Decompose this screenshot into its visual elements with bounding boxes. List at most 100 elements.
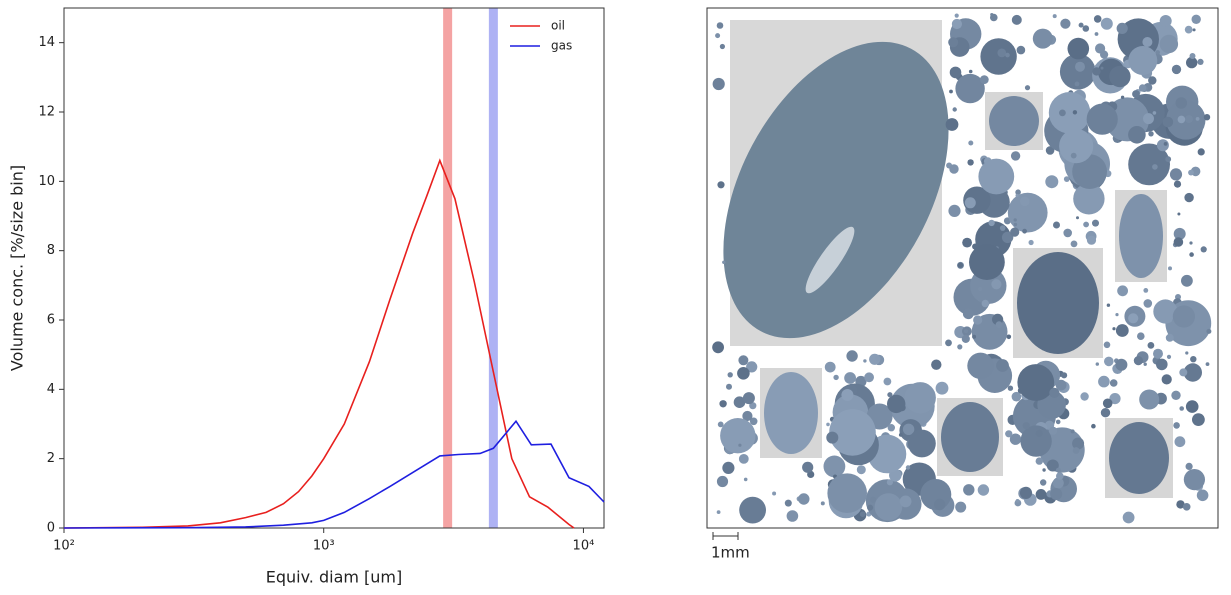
particle: [945, 118, 959, 131]
particle: [1028, 239, 1034, 246]
particle: [1075, 61, 1085, 72]
particle: [948, 204, 961, 217]
particle: [749, 417, 758, 426]
particle: [899, 495, 912, 508]
particle: [738, 443, 742, 447]
particle: [1192, 413, 1205, 426]
particle: [874, 493, 903, 521]
particle: [1035, 457, 1044, 465]
particle: [798, 493, 810, 505]
particle: [1055, 379, 1067, 391]
particle: [1007, 385, 1014, 391]
particle: [1159, 15, 1172, 27]
particle: [963, 329, 969, 334]
particle: [1092, 219, 1099, 227]
particle: [1182, 503, 1191, 511]
particle: [969, 244, 1005, 280]
particle: [1128, 46, 1158, 75]
particle: [1092, 67, 1101, 76]
particle: [1080, 392, 1089, 401]
particle: [949, 66, 962, 79]
particle: [1083, 221, 1089, 228]
particle: [1197, 148, 1205, 156]
particle-montage: [706, 7, 1219, 529]
particle: [1022, 228, 1027, 234]
particle: [1015, 193, 1019, 198]
particle: [1171, 390, 1181, 400]
particle: [823, 455, 846, 478]
particle: [1168, 266, 1172, 271]
particle: [716, 510, 721, 514]
particle: [737, 367, 750, 380]
particle: [1102, 398, 1113, 409]
particle: [1142, 37, 1153, 47]
particle: [945, 339, 952, 347]
y-tick-label: 8: [47, 243, 55, 258]
particle: [1052, 477, 1064, 489]
particle: [1203, 114, 1211, 121]
particle: [1007, 192, 1048, 233]
particle: [1115, 358, 1128, 371]
particle: [1011, 14, 1022, 25]
particle: [1196, 489, 1209, 502]
particle: [864, 372, 874, 383]
particle: [955, 73, 985, 104]
particle: [1109, 65, 1131, 88]
y-tick-label: 4: [47, 382, 55, 397]
particle: [1020, 196, 1030, 207]
particle: [1189, 53, 1196, 59]
particle: [1093, 15, 1102, 23]
x-tick-label: 10³: [313, 539, 335, 554]
particle: [1073, 183, 1105, 215]
particle: [859, 511, 866, 517]
particle: [962, 237, 972, 248]
particle: [1152, 164, 1158, 170]
particle: [949, 89, 953, 94]
particle: [1115, 313, 1119, 317]
vertical-band: [443, 8, 453, 528]
particle: [749, 402, 757, 410]
particle: [712, 341, 724, 354]
particle: [1048, 92, 1091, 134]
particle: [726, 383, 732, 390]
particle: [1098, 375, 1110, 388]
particle: [1001, 231, 1014, 244]
particle: [1156, 358, 1168, 371]
particle: [722, 461, 735, 474]
particle: [1040, 479, 1047, 486]
particle: [1152, 111, 1157, 115]
particle: [743, 477, 748, 482]
particle: [1091, 423, 1096, 429]
particle: [1109, 379, 1118, 387]
particle: [824, 361, 836, 373]
particle: [990, 13, 998, 22]
x-tick-label: 10⁴: [573, 539, 595, 554]
particle: [1103, 341, 1111, 349]
particle: [1046, 459, 1059, 472]
x-tick-label: 10²: [53, 539, 75, 554]
particle: [934, 498, 946, 511]
particle: [1035, 489, 1047, 500]
particle: [856, 465, 866, 475]
particle: [875, 355, 881, 362]
particle: [1050, 488, 1063, 500]
particle: [1061, 372, 1068, 379]
particle: [1022, 422, 1030, 430]
particle: [719, 43, 726, 50]
particle: [1128, 126, 1146, 144]
particle: [887, 392, 893, 398]
particle: [1104, 356, 1114, 367]
y-tick-label: 0: [47, 521, 55, 536]
particle: [1181, 274, 1193, 287]
particle: [963, 484, 975, 496]
particle: [1094, 32, 1099, 36]
particle: [863, 359, 867, 363]
particle: [905, 465, 911, 470]
y-tick-label: 10: [38, 174, 55, 189]
particle: [1122, 511, 1135, 524]
particle: [1115, 324, 1129, 337]
particle: [802, 461, 814, 473]
particle: [1143, 299, 1153, 308]
particle: [954, 13, 959, 18]
particle: [883, 377, 892, 386]
